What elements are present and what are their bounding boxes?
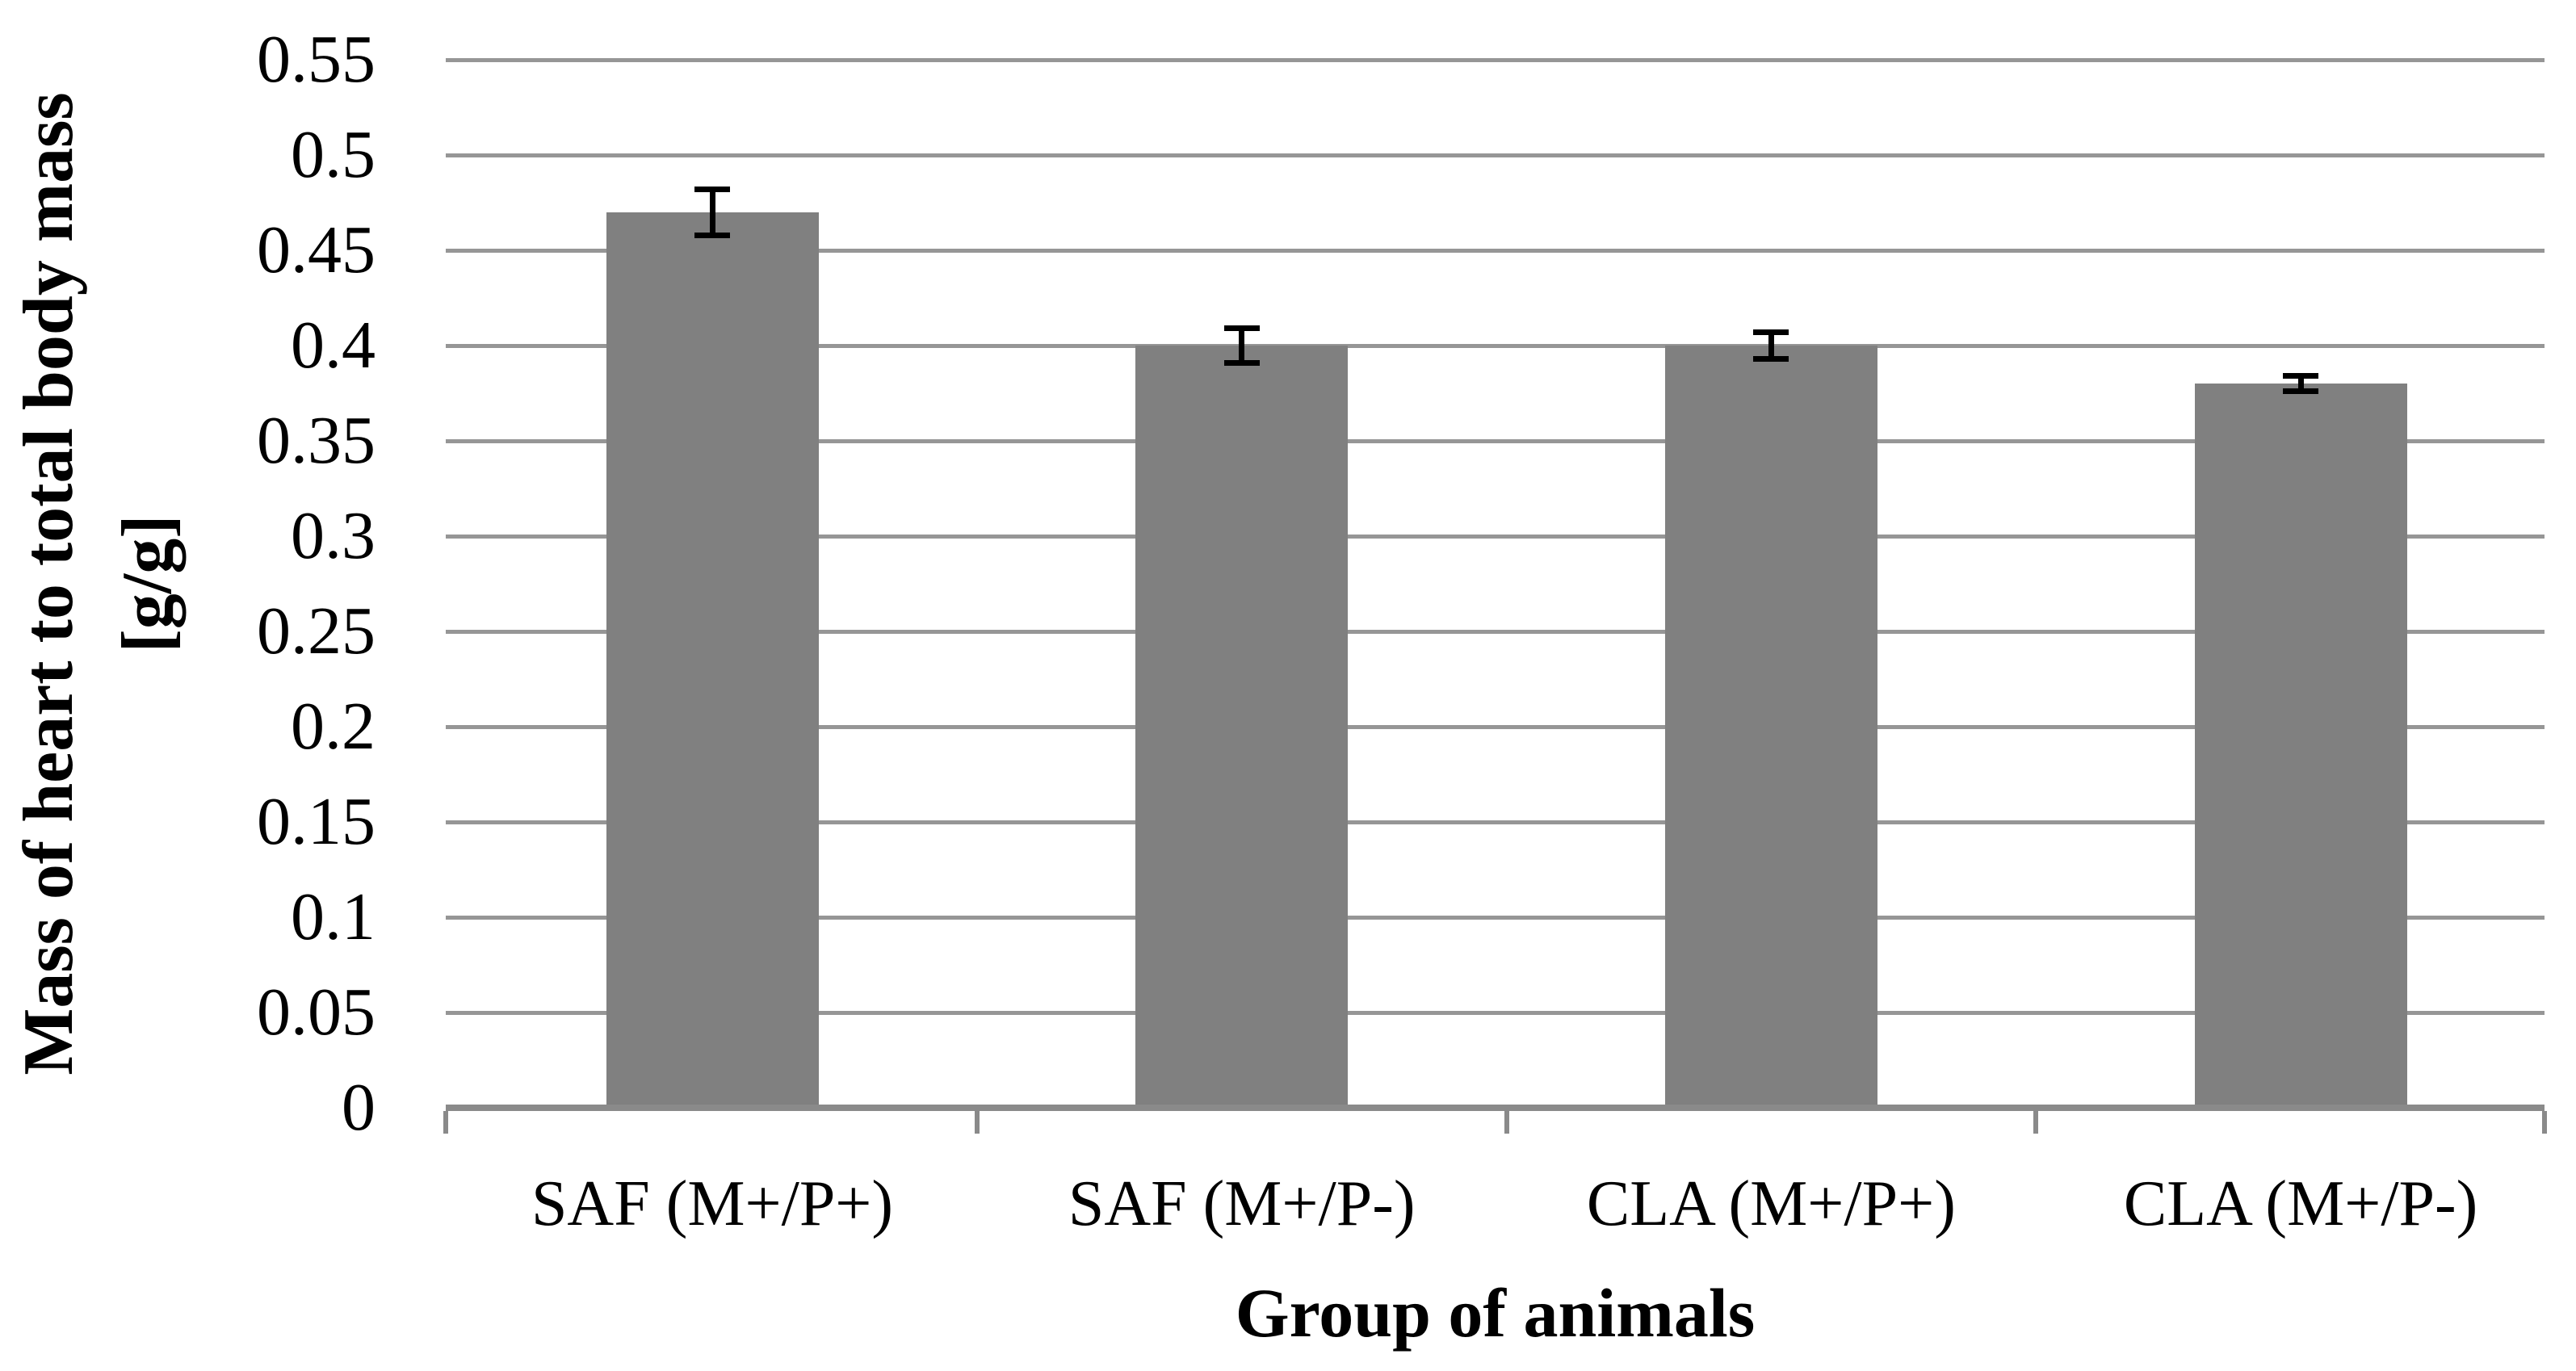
gridline-0.3	[446, 534, 2545, 539]
y-tick-label-0: 0	[342, 1070, 375, 1145]
gridline-0.35	[446, 438, 2545, 443]
error-bar-stem-SAF (M+/P-)	[1239, 328, 1245, 363]
gridline-0.1	[446, 915, 2545, 920]
error-bar-cap-bottom-SAF (M+/P-)	[1223, 359, 1260, 366]
gridline-0.45	[446, 248, 2545, 253]
gridline-0.55	[446, 57, 2545, 62]
error-bar-cap-bottom-CLA (M+/P+)	[1753, 356, 1789, 363]
y-axis-tick-labels: 0 0.05 0.1 0.15 0.2 0.25 0.3 0.35 0.4 0.45 0.5 0.55	[0, 0, 375, 1371]
y-tick-label-0.45: 0.45	[257, 212, 375, 287]
y-tick-label-0.55: 0.55	[257, 22, 375, 97]
x-axis-tick-2	[1504, 1111, 1509, 1134]
gridline-0.2	[446, 724, 2545, 729]
error-bar-cap-top-SAF (M+/P+)	[694, 186, 730, 192]
x-category-label-SAF (M+/P+): SAF (M+/P+)	[531, 1168, 894, 1239]
error-bar-cap-bottom-CLA (M+/P-)	[2283, 388, 2319, 395]
error-bar-cap-top-SAF (M+/P-)	[1223, 325, 1260, 332]
x-axis-title: Group of animals	[1235, 1274, 1756, 1352]
error-bar-stem-CLA (M+/P-)	[2297, 375, 2304, 392]
gridline-0.15	[446, 820, 2545, 824]
bar-SAF (M+/P+)	[606, 212, 819, 1108]
gridline-0.25	[446, 629, 2545, 634]
error-bar-cap-top-CLA (M+/P-)	[2283, 373, 2319, 379]
bar-CLA (M+/P+)	[1664, 346, 1877, 1108]
error-bar-cap-top-CLA (M+/P+)	[1753, 329, 1789, 335]
bar-CLA (M+/P-)	[2194, 384, 2407, 1108]
x-category-label-SAF (M+/P-): SAF (M+/P-)	[1068, 1168, 1416, 1239]
x-axis-tick-4	[2542, 1111, 2547, 1134]
x-axis-line	[446, 1105, 2545, 1111]
y-tick-label-0.3: 0.3	[291, 498, 375, 573]
x-category-label-CLA (M+/P-): CLA (M+/P-)	[2123, 1168, 2478, 1239]
x-axis-category-labels: SAF (M+/P+) SAF (M+/P-) CLA (M+/P+) CLA (M+…	[0, 1169, 2576, 1266]
bar-SAF (M+/P-)	[1135, 346, 1349, 1108]
error-bar-stem-CLA (M+/P+)	[1768, 332, 1774, 359]
y-tick-label-0.35: 0.35	[257, 403, 375, 478]
x-axis-tick-1	[975, 1111, 980, 1134]
gridline-0.05	[446, 1010, 2545, 1015]
y-tick-label-0.05: 0.05	[257, 975, 375, 1050]
error-bar-stem-SAF (M+/P+)	[709, 189, 715, 236]
y-tick-label-0.15: 0.15	[257, 784, 375, 859]
y-tick-label-0.4: 0.4	[291, 308, 375, 383]
x-axis-tick-3	[2033, 1111, 2038, 1134]
x-axis-tick-0	[443, 1111, 448, 1134]
error-bar-cap-bottom-SAF (M+/P+)	[694, 232, 730, 238]
y-tick-label-0.2: 0.2	[291, 689, 375, 764]
gridline-0.4	[446, 343, 2545, 348]
gridline-0.5	[446, 153, 2545, 157]
plot-area	[443, 0, 2547, 1371]
y-tick-label-0.1: 0.1	[291, 879, 375, 954]
x-category-label-CLA (M+/P+): CLA (M+/P+)	[1586, 1168, 1956, 1239]
y-tick-label-0.5: 0.5	[291, 117, 375, 192]
y-tick-label-0.25: 0.25	[257, 593, 375, 669]
